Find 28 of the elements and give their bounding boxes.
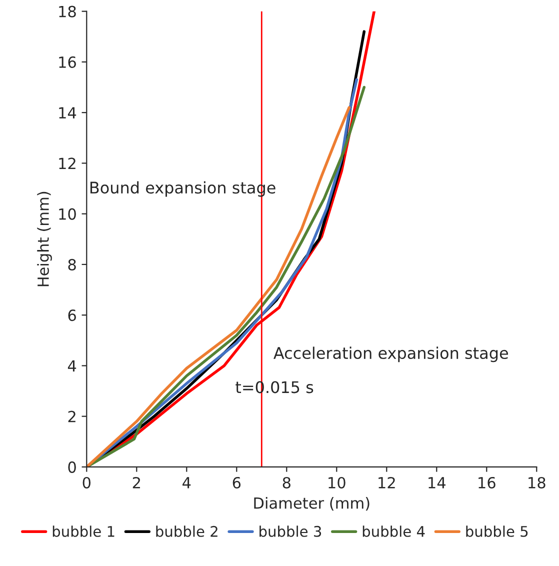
- legend-label: bubble 3: [260, 526, 322, 537]
- y-tick-label: 16: [59, 56, 76, 68]
- x-tick-label: 0: [82, 476, 90, 488]
- x-axis-title: Diameter (mm): [254, 497, 370, 511]
- y-tick-label: 6: [68, 310, 76, 322]
- y-tick-label: 10: [59, 208, 76, 220]
- y-tick-label: 2: [68, 410, 76, 422]
- legend-label: bubble 5: [466, 526, 528, 537]
- legend-label: bubble 4: [362, 526, 425, 537]
- x-tick-label: 10: [328, 476, 346, 488]
- y-tick-label: 14: [59, 107, 76, 118]
- x-tick-label: 8: [282, 476, 290, 488]
- y-tick-label: 0: [68, 461, 76, 473]
- y-tick-label: 18: [59, 6, 76, 18]
- x-tick-label: 12: [378, 476, 395, 488]
- x-tick-label: 6: [232, 476, 241, 488]
- x-tick-label: 18: [528, 476, 546, 488]
- x-tick-label: 16: [478, 476, 496, 488]
- y-tick-label: 12: [59, 158, 76, 169]
- x-tick-label: 2: [132, 476, 140, 488]
- annotation: Acceleration expansion stage: [274, 346, 508, 362]
- y-tick-label: 8: [68, 258, 76, 270]
- legend-label: bubble 2: [156, 526, 218, 537]
- y-axis-title: Height (mm): [37, 192, 52, 286]
- legend-label: bubble 1: [52, 526, 114, 537]
- x-tick-label: 14: [428, 477, 446, 488]
- x-tick-label: 4: [182, 477, 191, 488]
- y-tick-label: 4: [68, 360, 76, 372]
